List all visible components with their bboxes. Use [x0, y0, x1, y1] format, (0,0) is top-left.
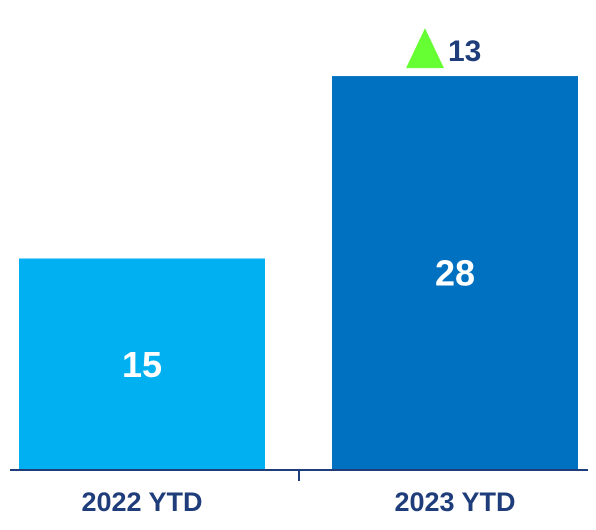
bars-group: [19, 76, 578, 470]
value-label-2023-ytd: 28: [435, 253, 475, 294]
change-annotation: 13: [406, 28, 481, 69]
x-axis-tick-labels: 2022 YTD 2023 YTD: [81, 487, 515, 517]
change-value-label: 13: [448, 35, 481, 68]
bar-2023-ytd: [332, 76, 578, 470]
tick-label-2022-ytd: 2022 YTD: [81, 487, 202, 517]
up-triangle-icon: [406, 28, 444, 69]
tick-label-2023-ytd: 2023 YTD: [394, 487, 515, 517]
value-label-2022-ytd: 15: [122, 344, 162, 385]
bar-value-labels: 15 28: [122, 253, 475, 385]
bar-2022-ytd: [19, 258, 265, 469]
